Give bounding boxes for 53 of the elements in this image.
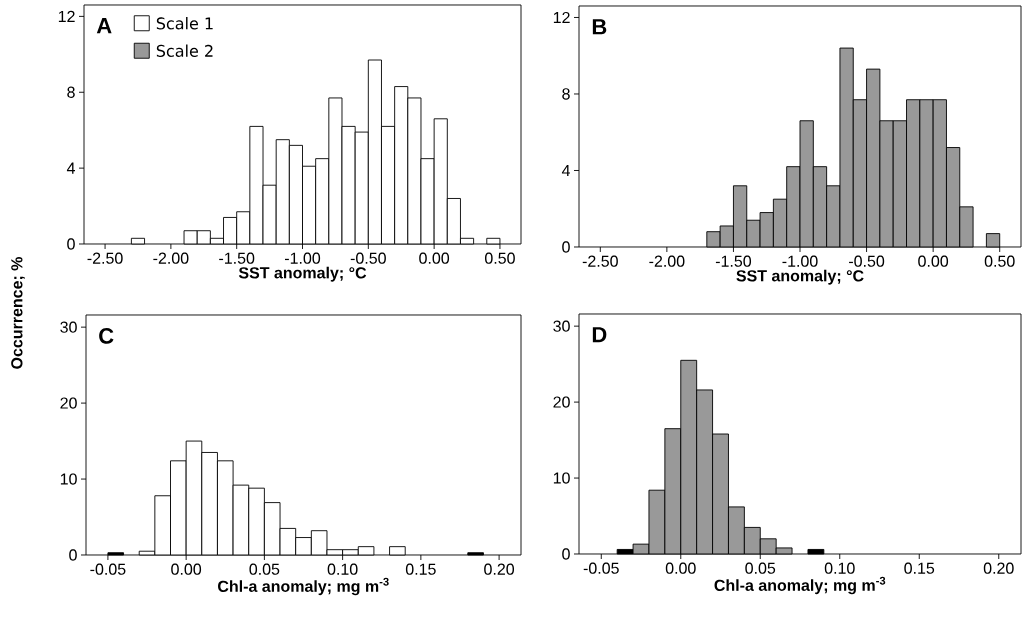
y-tick-label: 0 [562,548,570,560]
x-tick-label: -1.50 [715,255,752,267]
x-tick-label: 0.50 [984,255,1015,267]
y-tick-label: 10 [553,472,570,484]
y-tick-label: 12 [553,11,570,24]
x-tick-label: 0.05 [249,563,280,575]
y-axis-title: Occurrence; % [11,256,25,369]
y-tick-label: 8 [562,88,570,100]
x-tick-label: 0.00 [665,562,696,574]
y-tick-label: 8 [67,86,75,98]
chart-title: C [99,328,114,344]
x-tick-label: 0.15 [405,563,436,575]
x-tick-label: -0.50 [849,255,885,267]
y-tick-label: 4 [66,162,75,174]
x-tick-label: 0.15 [904,562,935,574]
x-tick-label: -1.50 [219,252,255,264]
y-tick-label: 0 [69,549,77,561]
x-tick-label: -0.05 [90,563,126,575]
y-tick-label: 30 [553,320,570,332]
x-tick-label: 0.00 [918,255,949,267]
x-tick-label: 0.20 [983,562,1014,574]
chart-title: B [592,19,607,35]
chart-title: A [96,18,112,34]
y-tick-label: 20 [553,396,570,408]
x-tick-label: -2.50 [582,255,618,267]
y-tick-label: 0 [67,238,75,250]
x-tick-label: -0.05 [583,562,619,574]
x-tick-label: 0.20 [484,563,515,575]
text: Scale 2 [156,44,213,57]
x-tick-label: 0.50 [485,252,515,264]
x-axis-title: Chl-a anomaly; mg m$^{-3}$ [714,576,886,595]
x-tick-label: 0.10 [327,563,358,575]
x-tick-label: -1.00 [284,252,321,264]
chart-title: D [592,327,607,343]
x-tick-label: 0.00 [171,563,202,575]
x-tick-label: 0.05 [745,562,776,574]
x-tick-label: 0.10 [824,562,855,574]
x-tick-label: 0.00 [419,252,450,264]
x-axis-title: SST anomaly; °C [736,269,864,285]
x-tick-label: -2.50 [87,252,123,264]
x-axis-title: SST anomaly; °C [238,266,367,282]
legend-label: Scale 1 [156,17,213,30]
x-tick-label: -0.50 [350,252,386,264]
x-tick-label: -2.00 [153,252,189,264]
y-tick-label: 0 [562,241,570,253]
y-tick-label: 20 [60,397,77,409]
y-tick-label: 12 [58,10,75,22]
x-tick-label: -1.00 [782,255,818,267]
x-axis-title: Chl-a anomaly; mg m$^{-3}$ [218,577,389,596]
y-tick-label: 10 [60,473,77,485]
y-tick-label: 30 [60,321,77,333]
y-tick-label: 4 [561,164,570,176]
x-tick-label: -2.00 [649,255,685,267]
